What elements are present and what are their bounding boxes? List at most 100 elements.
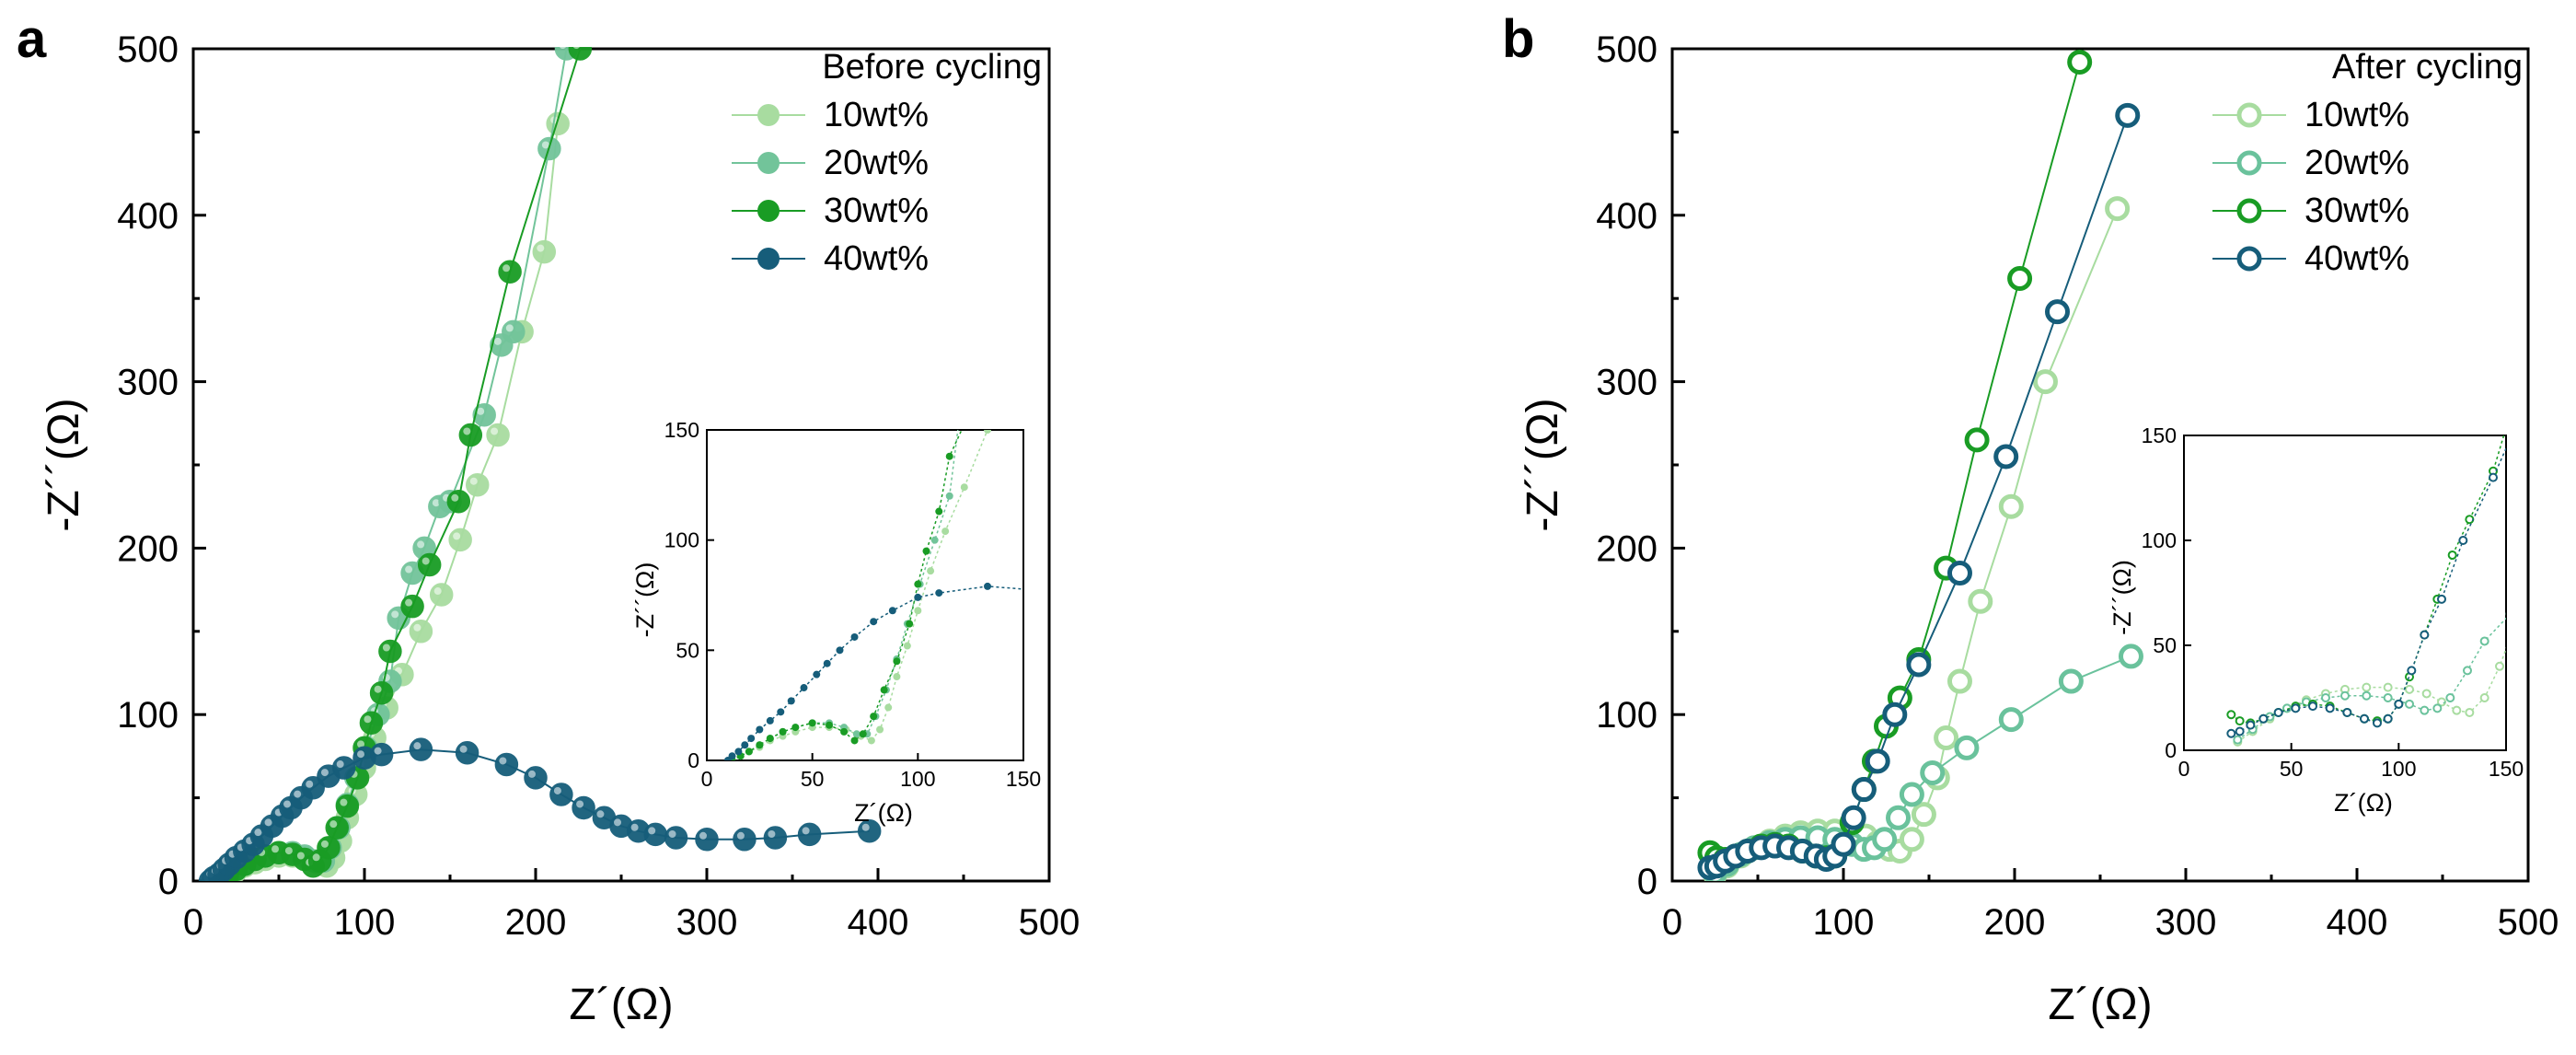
data-point-highlight xyxy=(357,750,364,759)
inset-data-point xyxy=(2407,666,2417,676)
inset-data-point xyxy=(2325,703,2335,713)
inset-data-point xyxy=(2420,630,2430,640)
y-tick-label: 0 xyxy=(1637,862,1658,902)
y-tick-label: 100 xyxy=(117,695,179,736)
data-point-highlight xyxy=(802,827,810,835)
legend-title: Before cycling xyxy=(822,48,1042,87)
inset-data-point xyxy=(2226,710,2236,720)
data-point xyxy=(429,583,454,607)
data-point-highlight xyxy=(306,780,314,788)
inset-series-line xyxy=(727,585,1023,760)
data-point-highlight xyxy=(469,477,478,485)
inset-data-point xyxy=(927,567,935,575)
x-tick-label: 0 xyxy=(1662,902,1682,943)
inset-x-tick-label: 150 xyxy=(1006,767,1041,791)
x-tick-label: 300 xyxy=(2155,902,2217,943)
data-point xyxy=(400,594,424,619)
inset-data-point xyxy=(2405,684,2414,694)
inset-y-axis-label: -Z´´(Ω) xyxy=(2108,560,2136,635)
data-point xyxy=(2115,102,2141,128)
inset-data-point xyxy=(2420,705,2430,715)
inset-data-point xyxy=(850,632,859,641)
data-point xyxy=(2007,266,2033,292)
x-tick-label: 500 xyxy=(1019,902,1080,943)
legend-marker xyxy=(2236,198,2262,224)
inset-data-point xyxy=(2447,550,2457,560)
inset-data-point xyxy=(747,735,756,743)
inset-y-axis-label: -Z´´(Ω) xyxy=(631,562,659,638)
inset-data-point xyxy=(2291,703,2301,713)
data-point xyxy=(458,423,483,447)
legend-label: 20wt% xyxy=(824,144,929,182)
data-point xyxy=(532,239,557,264)
data-point xyxy=(369,680,394,705)
y-tick-label: 500 xyxy=(1596,29,1658,70)
inset-data-point xyxy=(734,748,743,756)
inset-data-point xyxy=(2342,707,2352,717)
data-point-highlight xyxy=(382,643,390,652)
inset-data-point xyxy=(787,697,795,705)
data-point-highlight xyxy=(413,742,422,750)
data-point xyxy=(643,822,667,847)
data-point xyxy=(466,472,490,497)
data-point-highlight xyxy=(459,745,468,753)
data-point xyxy=(2032,369,2058,395)
inset-data-point xyxy=(2383,693,2393,702)
data-point-highlight xyxy=(329,820,338,829)
data-point xyxy=(498,260,522,284)
inset-data-point xyxy=(914,607,922,615)
inset-data-point xyxy=(2226,728,2236,738)
inset-data-layer xyxy=(2226,435,2506,747)
inset-x-tick-label: 0 xyxy=(701,767,713,791)
data-point xyxy=(494,752,519,777)
data-point xyxy=(797,822,822,847)
inset-y-tick-label: 0 xyxy=(2165,738,2177,762)
data-point xyxy=(2105,196,2131,222)
legend-marker xyxy=(2236,102,2262,128)
inset-data-point xyxy=(2479,693,2489,702)
data-point-highlight xyxy=(505,324,514,332)
data-point xyxy=(1954,735,1980,760)
data-point xyxy=(1946,561,1972,586)
inset-data-point xyxy=(859,730,867,738)
data-point-highlight xyxy=(630,823,639,831)
y-tick-label: 300 xyxy=(1596,363,1658,403)
inset-data-point xyxy=(2246,720,2256,730)
data-point-highlight xyxy=(264,818,272,827)
inset-y-tick-label: 50 xyxy=(676,638,699,662)
inset-series-20wt% xyxy=(2233,612,2506,745)
data-point xyxy=(1899,827,1924,852)
inset-data-point xyxy=(870,713,878,721)
inset-data-point xyxy=(2505,612,2506,616)
data-point-highlight xyxy=(541,141,549,149)
inset-data-point xyxy=(930,536,939,544)
inset-x-axis-label: Z´(Ω) xyxy=(2334,789,2393,817)
x-tick-label: 400 xyxy=(2327,902,2388,943)
data-point-highlight xyxy=(294,790,302,798)
data-point-highlight xyxy=(320,840,329,848)
x-tick-label: 500 xyxy=(2498,902,2559,943)
data-point-highlight xyxy=(284,847,293,855)
data-point xyxy=(369,742,394,767)
inset-data-point xyxy=(2452,705,2462,715)
inset-data-point xyxy=(2421,689,2432,699)
data-point xyxy=(1851,777,1877,803)
x-tick-label: 200 xyxy=(1984,902,2046,943)
data-point-highlight xyxy=(453,532,461,540)
data-point xyxy=(1886,805,1912,830)
data-point-highlight xyxy=(432,499,440,507)
data-point-highlight xyxy=(320,769,329,777)
data-point xyxy=(2045,299,2070,325)
data-point xyxy=(549,783,573,806)
inset-data-point xyxy=(850,736,859,745)
inset-data-point xyxy=(960,483,968,492)
inset-data-point xyxy=(2273,707,2283,717)
inset-data-point xyxy=(867,736,875,745)
data-point xyxy=(455,741,479,765)
data-point xyxy=(1968,588,1993,614)
data-point-highlight xyxy=(861,823,870,831)
legend-label: 30wt% xyxy=(824,191,929,230)
data-point xyxy=(1920,759,1946,785)
